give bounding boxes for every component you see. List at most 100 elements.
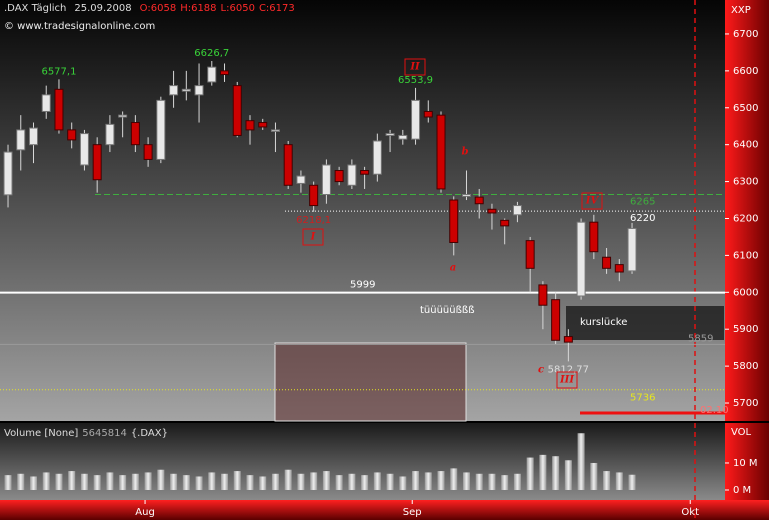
volume-bar xyxy=(322,471,330,490)
candle-body xyxy=(28,127,38,146)
y-tick-label: 6000 xyxy=(733,287,758,298)
candle-body xyxy=(474,196,484,205)
gap-box xyxy=(274,342,467,422)
y-tick-label: 6400 xyxy=(733,140,758,151)
volume-bar xyxy=(259,476,267,490)
wave-box xyxy=(302,228,324,246)
volume-tick-label: 10 M xyxy=(733,458,758,469)
volume-bar xyxy=(513,473,521,490)
y-tick-label: 6300 xyxy=(733,177,758,188)
candle-body xyxy=(79,133,89,166)
candle-body xyxy=(169,85,179,96)
volume-bar xyxy=(373,472,381,490)
candle-body xyxy=(309,184,319,207)
volume-bar xyxy=(437,471,445,490)
level-label: 5736 xyxy=(630,393,655,404)
volume-bar xyxy=(590,462,598,490)
candle-body xyxy=(372,140,382,175)
candle-body xyxy=(512,205,522,216)
wave-label: II xyxy=(409,62,420,73)
candle-body xyxy=(614,264,624,273)
candle-body xyxy=(436,114,446,190)
candle-body xyxy=(602,256,612,269)
price-axis-panel xyxy=(725,0,769,421)
candle-body xyxy=(143,144,153,160)
volume-bar xyxy=(17,473,25,490)
volume-bar xyxy=(29,476,37,490)
candle-body xyxy=(258,122,268,128)
candle-body xyxy=(449,199,459,243)
candle-body xyxy=(334,170,344,183)
level-label: 5859 xyxy=(688,333,713,344)
ohlc-label: L: xyxy=(221,3,230,14)
candle-body xyxy=(181,88,191,92)
y-tick-label: 5900 xyxy=(733,324,758,335)
candle-body xyxy=(576,221,586,297)
volume-bar xyxy=(399,476,407,490)
y-tick-label: 5800 xyxy=(733,361,758,372)
level-label: 6265 xyxy=(630,196,655,207)
volume-bar xyxy=(450,468,458,490)
volume-axis-title: VOL xyxy=(731,427,752,438)
volume-bar xyxy=(297,473,305,490)
peak-label: 6577,1 xyxy=(41,66,76,77)
candle-body xyxy=(398,134,408,140)
annotation: tüüüüüßßß xyxy=(420,305,475,316)
candle-body xyxy=(423,110,433,118)
candle-body xyxy=(296,175,306,184)
volume-bar xyxy=(68,471,76,490)
volume-bar xyxy=(577,433,585,490)
x-axis-panel xyxy=(0,500,769,520)
candle-body xyxy=(461,193,471,197)
ohlc-label: O: xyxy=(140,3,151,14)
y-tick-label: 6600 xyxy=(733,66,758,77)
x-tick-label: Okt xyxy=(681,507,699,518)
candle-body xyxy=(16,129,26,151)
y-tick-label: 6200 xyxy=(733,213,758,224)
y-tick-label: 5700 xyxy=(733,398,758,409)
wave-label: c xyxy=(538,365,544,376)
peak-label: 6218,1 xyxy=(296,215,331,226)
volume-symbol: {.DAX} xyxy=(131,428,168,439)
wave-label: b xyxy=(462,147,469,158)
symbol: .DAX Täglich xyxy=(4,3,66,14)
candle-body xyxy=(347,164,357,186)
volume-bar xyxy=(182,475,190,490)
candle-body xyxy=(487,208,497,214)
candle-body xyxy=(538,284,548,306)
volume-bar xyxy=(55,473,63,490)
candle-body xyxy=(321,164,331,195)
volume-bar xyxy=(106,472,114,490)
wave-label: I xyxy=(310,232,316,243)
candle-body xyxy=(67,129,77,141)
volume-bar xyxy=(475,473,483,490)
candle-body xyxy=(194,85,204,96)
volume-bar xyxy=(144,472,152,490)
volume-bar xyxy=(4,475,12,490)
volume-bar xyxy=(195,476,203,490)
volume-axis-panel xyxy=(725,423,769,500)
volume-bar xyxy=(564,460,572,490)
annotation: 02.10 xyxy=(700,405,729,416)
candle-body xyxy=(118,114,128,118)
candle-body xyxy=(130,122,140,146)
annotation: kurslücke xyxy=(580,317,627,328)
y-tick-label: 6500 xyxy=(733,103,758,114)
volume-last: 5645814 xyxy=(82,428,127,439)
level-label: 5999 xyxy=(350,280,375,291)
volume-bar xyxy=(552,456,560,490)
volume-bar xyxy=(348,473,356,490)
ohlc-label: H: xyxy=(180,3,191,14)
volume-bar xyxy=(462,472,470,490)
candle-body xyxy=(270,129,280,132)
volume-bar xyxy=(310,472,318,490)
peak-label: 5812,77 xyxy=(548,364,589,375)
x-tick-label: Sep xyxy=(403,507,422,518)
peak-label: 6553,9 xyxy=(398,75,433,86)
wave-box xyxy=(581,192,603,210)
volume-bar xyxy=(221,473,229,490)
candle-body xyxy=(500,219,510,227)
candle-body xyxy=(207,66,217,83)
wave-box xyxy=(404,58,426,76)
volume-bar xyxy=(80,473,88,490)
